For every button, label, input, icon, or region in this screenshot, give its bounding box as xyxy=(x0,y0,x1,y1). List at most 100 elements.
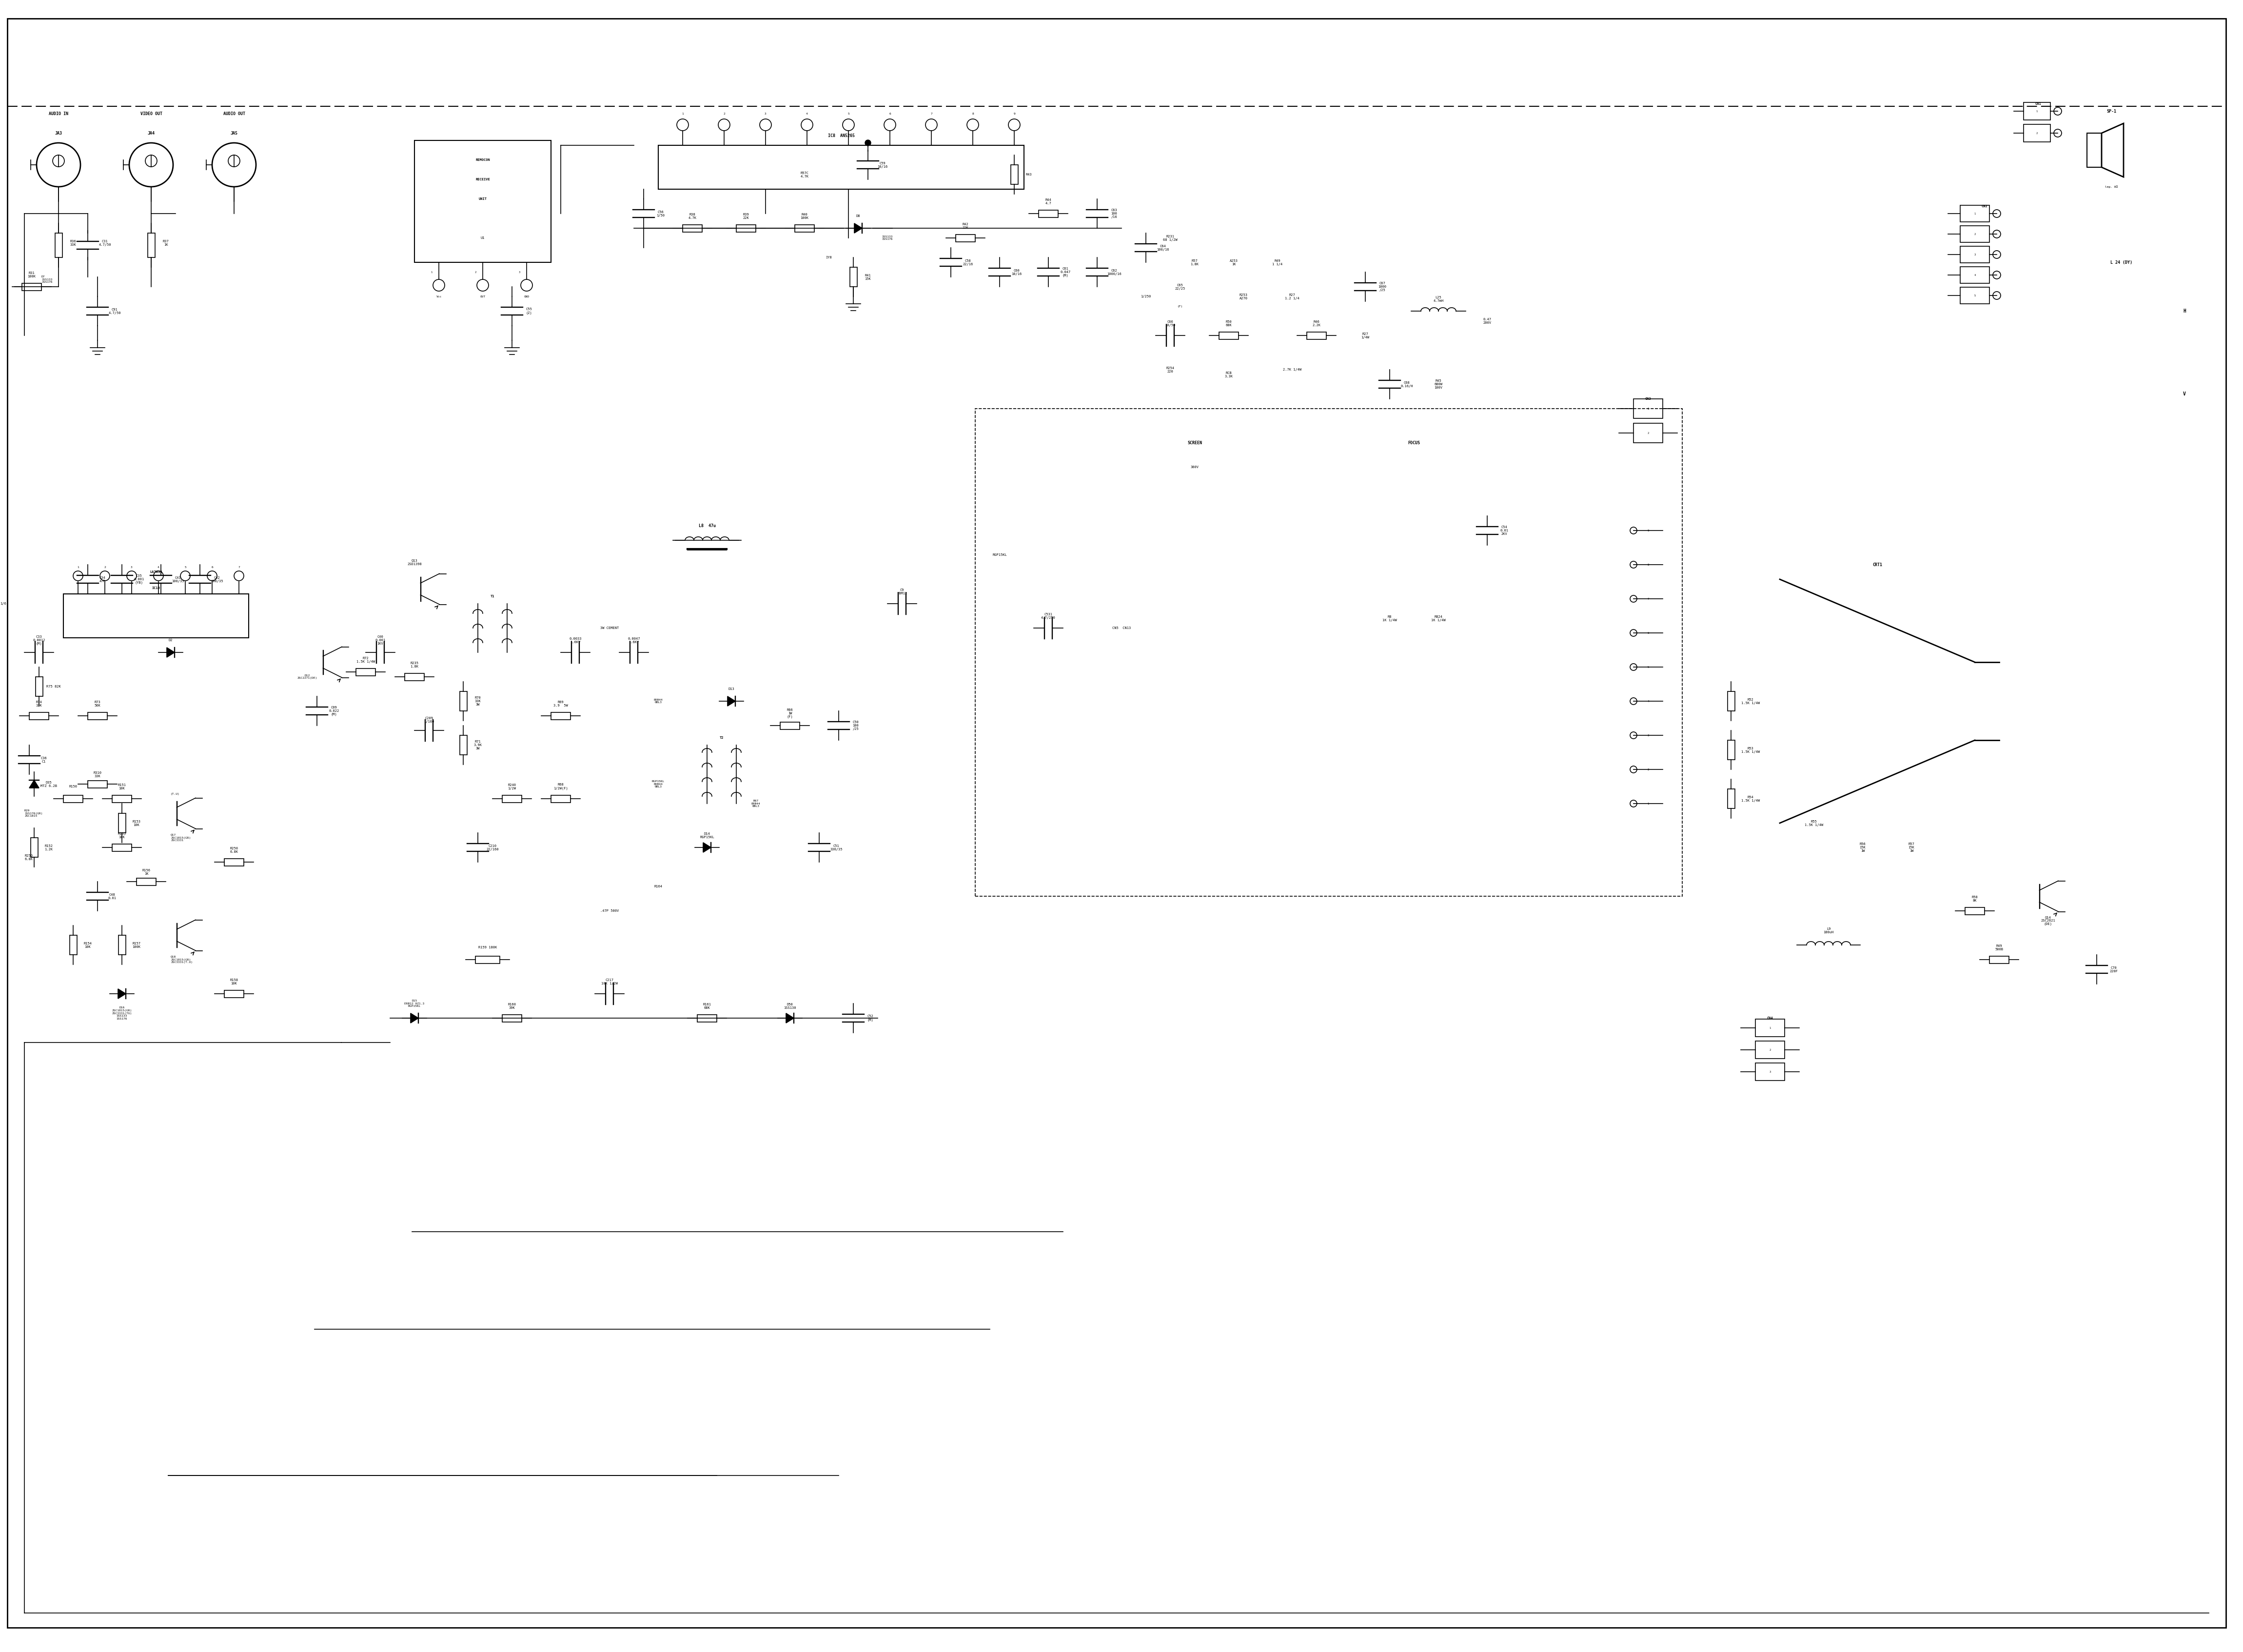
Text: C64
100/16: C64 100/16 xyxy=(1157,244,1169,251)
Text: C62
1000/16: C62 1000/16 xyxy=(1108,269,1122,276)
Text: JA4: JA4 xyxy=(148,131,155,135)
Text: D16
2SC1815(GR)
2SC3331(TU)
1SS133
1SS176: D16 2SC1815(GR) 2SC3331(TU) 1SS133 1SS17… xyxy=(112,1006,132,1021)
Text: R253
A270: R253 A270 xyxy=(1240,294,1247,299)
Text: FOCUS: FOCUS xyxy=(1409,441,1420,444)
Text: IC10: IC10 xyxy=(153,586,159,590)
Text: UNIT: UNIT xyxy=(478,198,487,200)
Text: R57C
4.7K: R57C 4.7K xyxy=(801,172,810,178)
Text: CN4: CN4 xyxy=(1767,1016,1774,1019)
Polygon shape xyxy=(785,1013,794,1023)
Text: R58
8K: R58 8K xyxy=(1972,895,1978,902)
Text: R71
3.9K
3W: R71 3.9K 3W xyxy=(473,740,482,750)
Text: C42
100/35: C42 100/35 xyxy=(211,577,224,583)
Bar xyxy=(119,935,126,955)
Bar xyxy=(657,145,1025,190)
Bar xyxy=(63,795,83,803)
Text: R57
15K
1W: R57 15K 1W xyxy=(1909,843,1916,852)
Text: 1/6: 1/6 xyxy=(0,603,7,605)
Bar xyxy=(781,722,801,729)
Text: JA3: JA3 xyxy=(54,131,63,135)
Bar xyxy=(31,838,38,857)
Text: D14
RGP15KL: D14 RGP15KL xyxy=(700,833,713,839)
Text: R55
1.5K 1/4W: R55 1.5K 1/4W xyxy=(1806,819,1824,826)
Text: R42
22K: R42 22K xyxy=(962,223,969,230)
Text: U1: U1 xyxy=(480,236,484,240)
Text: CN1: CN1 xyxy=(2034,102,2041,106)
Text: RCB
3.3K: RCB 3.3K xyxy=(1225,372,1234,378)
Bar xyxy=(1965,907,1985,915)
Text: R231
68 1/2W: R231 68 1/2W xyxy=(1164,235,1178,241)
Text: R52
1.5K 1/4W: R52 1.5K 1/4W xyxy=(1741,699,1761,704)
Text: C61
0.047
(M): C61 0.047 (M) xyxy=(1061,268,1070,278)
Text: C31
4.7/50: C31 4.7/50 xyxy=(99,240,112,246)
Bar xyxy=(87,712,108,720)
Circle shape xyxy=(866,140,870,145)
Text: GND: GND xyxy=(525,296,529,297)
Bar xyxy=(119,813,126,833)
Text: R69
3.9  5W: R69 3.9 5W xyxy=(554,700,567,707)
Text: C63
100
/16: C63 100 /16 xyxy=(1110,208,1117,218)
Text: C91
4.7/50: C91 4.7/50 xyxy=(108,307,121,314)
Text: Q13
2SD1398: Q13 2SD1398 xyxy=(408,558,422,565)
Bar xyxy=(404,672,424,681)
Text: (F): (F) xyxy=(1178,306,1182,307)
Bar xyxy=(1633,423,1662,443)
Bar xyxy=(87,780,108,788)
Bar xyxy=(224,859,244,866)
Text: R824
1K 1/4W: R824 1K 1/4W xyxy=(1431,615,1447,621)
Polygon shape xyxy=(166,648,175,657)
Text: R250
6.8K: R250 6.8K xyxy=(25,854,34,861)
Bar xyxy=(1756,1019,1785,1037)
Text: D13: D13 xyxy=(729,687,733,691)
Bar xyxy=(794,225,814,231)
Text: C34
47P: C34 47P xyxy=(99,577,105,583)
Text: R27
1.2 1/4: R27 1.2 1/4 xyxy=(1285,294,1299,299)
Text: R164: R164 xyxy=(655,885,662,887)
Bar xyxy=(1012,165,1018,185)
Text: C67
1000
/25: C67 1000 /25 xyxy=(1377,282,1386,292)
Text: Q17
2SC1815(GR)
2SC3331: Q17 2SC1815(GR) 2SC3331 xyxy=(170,834,191,843)
Text: L25
4.7mH: L25 4.7mH xyxy=(1433,296,1444,302)
Polygon shape xyxy=(702,843,711,852)
Text: L 24 (DY): L 24 (DY) xyxy=(2111,259,2133,264)
Text: R46
2.2K: R46 2.2K xyxy=(1312,320,1321,327)
Text: C56
1/50: C56 1/50 xyxy=(657,210,664,216)
Text: R38
4.7K: R38 4.7K xyxy=(689,213,698,220)
Text: R74
33K: R74 33K xyxy=(36,700,43,707)
Text: A253
1K: A253 1K xyxy=(1229,259,1238,266)
Bar xyxy=(36,677,43,695)
Bar xyxy=(1990,957,2010,963)
Text: LA7830: LA7830 xyxy=(150,570,161,573)
Text: R50
68K: R50 68K xyxy=(1225,320,1231,327)
Text: Q18
2SC1815(GR)
2SC3331(T.U): Q18 2SC1815(GR) 2SC3331(T.U) xyxy=(170,955,193,963)
Text: R68
1/2W(F): R68 1/2W(F) xyxy=(554,783,567,790)
Text: R36
33K: R36 33K xyxy=(70,240,76,246)
Text: SP-1: SP-1 xyxy=(2106,109,2115,114)
Text: R37
1K: R37 1K xyxy=(164,240,168,246)
Bar xyxy=(502,1014,523,1023)
Bar xyxy=(112,795,132,803)
Bar xyxy=(2086,134,2102,167)
Text: L8  47u: L8 47u xyxy=(698,524,716,529)
Text: R57
1.8K: R57 1.8K xyxy=(1191,259,1198,266)
Text: lmp. 8Ω: lmp. 8Ω xyxy=(2104,185,2117,188)
Text: D2: D2 xyxy=(168,639,173,641)
Bar xyxy=(1960,246,1990,263)
Text: R49
500B: R49 500B xyxy=(1994,945,2003,950)
Text: C09
0.022
(M): C09 0.022 (M) xyxy=(330,705,339,715)
Text: R158
10K: R158 10K xyxy=(231,978,238,985)
Text: 0.0033
1.6KV: 0.0033 1.6KV xyxy=(570,638,581,643)
Text: IC8  AN5265: IC8 AN5265 xyxy=(828,134,855,137)
Text: VIDEO OUT: VIDEO OUT xyxy=(141,111,161,116)
Text: CN5  CN13: CN5 CN13 xyxy=(1113,626,1130,629)
Bar xyxy=(415,140,552,263)
Text: RGP15KL
ERB44
0BL3: RGP15KL ERB44 0BL3 xyxy=(653,780,664,788)
Text: C60
10/16: C60 10/16 xyxy=(1012,269,1023,276)
Text: R240
1/2W: R240 1/2W xyxy=(507,783,516,790)
Bar xyxy=(460,735,467,755)
Text: R43: R43 xyxy=(1025,173,1032,177)
Polygon shape xyxy=(29,780,38,788)
Text: R56
15K
1W: R56 15K 1W xyxy=(1859,843,1866,852)
Text: T1: T1 xyxy=(491,595,493,598)
Text: R161
68K: R161 68K xyxy=(702,1003,711,1009)
